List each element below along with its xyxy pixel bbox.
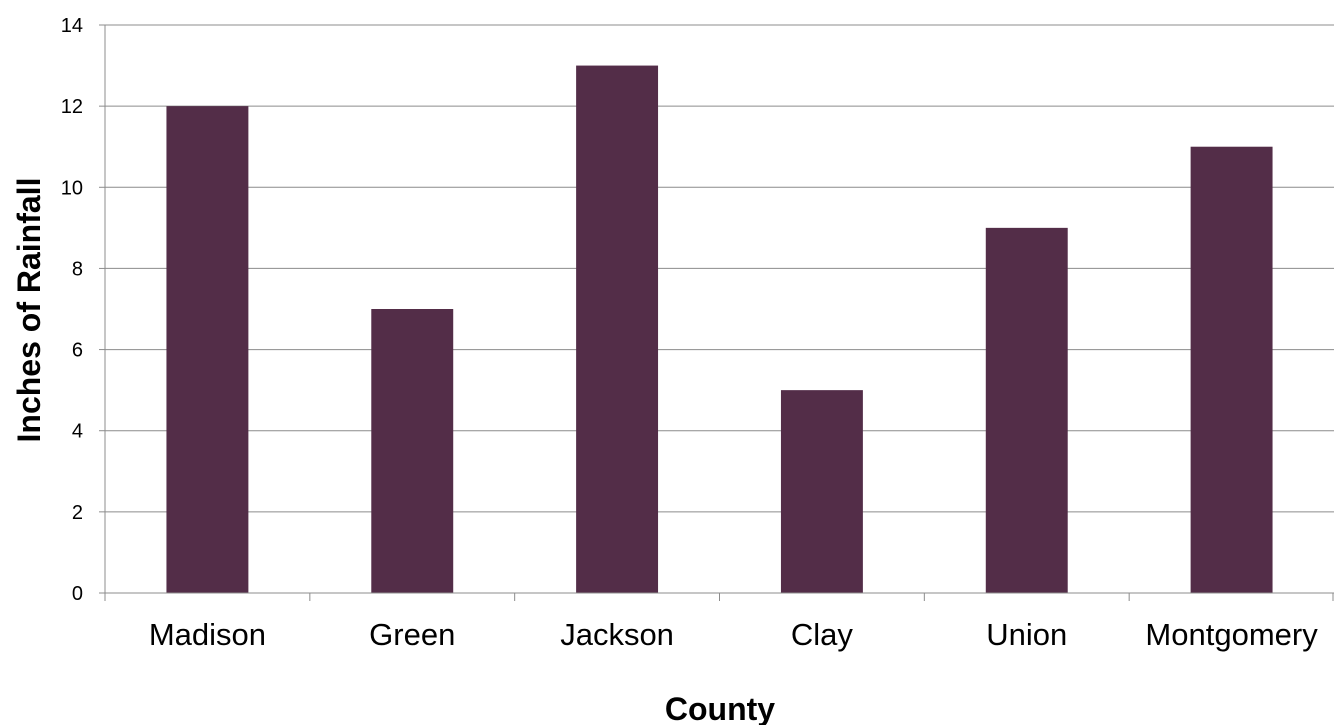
bar-green — [371, 309, 454, 593]
axes — [99, 24, 1334, 601]
y-tick-label: 12 — [61, 96, 83, 118]
y-axis-title: Inches of Rainfall — [11, 178, 47, 443]
y-tick-label: 4 — [72, 421, 83, 443]
x-tick-label: Montgomery — [1145, 617, 1318, 652]
y-tick-labels: 0 2 4 6 8 10 12 14 — [61, 15, 83, 605]
bar-union — [985, 227, 1068, 593]
x-tick-label: Green — [369, 617, 455, 652]
x-tick-label: Union — [986, 617, 1067, 652]
bar-madison — [166, 106, 249, 594]
bar-jackson — [576, 65, 659, 594]
y-tick-label: 6 — [72, 340, 83, 362]
x-axis-title: County — [665, 691, 775, 725]
gridlines — [105, 24, 1334, 513]
y-tick-label: 0 — [72, 583, 83, 605]
x-tick-label: Clay — [791, 617, 854, 652]
bar-montgomery — [1190, 146, 1273, 593]
bar-clay — [780, 390, 863, 593]
y-tick-label: 10 — [61, 177, 83, 199]
x-tick-label: Madison — [149, 617, 266, 652]
bars — [166, 65, 1273, 594]
x-tick-label: Jackson — [560, 617, 674, 652]
x-tick-labels: Madison Green Jackson Clay Union Montgomery — [149, 617, 1318, 652]
y-tick-label: 14 — [61, 15, 83, 37]
y-tick-label: 8 — [72, 258, 83, 280]
y-tick-label: 2 — [72, 502, 83, 524]
